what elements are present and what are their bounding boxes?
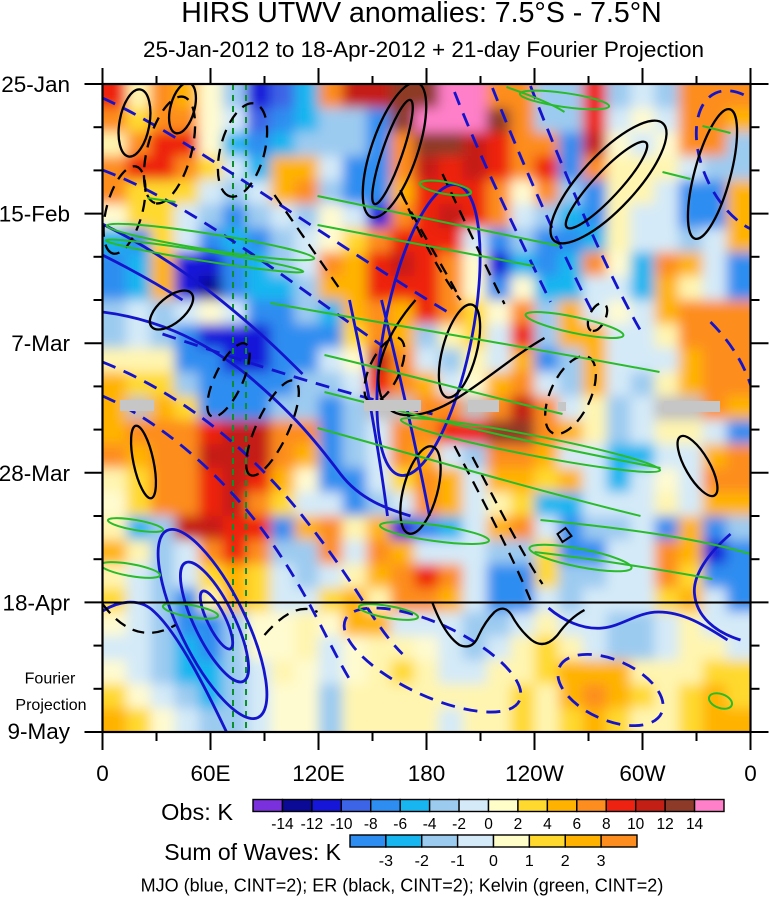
- svg-text:28-Mar: 28-Mar: [0, 461, 70, 486]
- svg-text:120E: 120E: [292, 761, 345, 786]
- svg-text:Projection: Projection: [15, 697, 86, 714]
- svg-text:2: 2: [561, 853, 570, 870]
- svg-text:0: 0: [96, 761, 109, 786]
- svg-text:-8: -8: [364, 816, 378, 833]
- svg-text:-2: -2: [415, 853, 429, 870]
- svg-text:-12: -12: [301, 816, 323, 833]
- svg-text:60W: 60W: [619, 761, 666, 786]
- svg-text:9-May: 9-May: [7, 719, 70, 744]
- svg-text:Obs: K: Obs: K: [161, 799, 233, 825]
- svg-text:180: 180: [408, 761, 446, 786]
- svg-text:25-Jan-2012 to 18-Apr-2012 + 2: 25-Jan-2012 to 18-Apr-2012 + 21-day Four…: [143, 37, 704, 62]
- svg-text:HIRS UTWV anomalies: 7.5°S - 7: HIRS UTWV anomalies: 7.5°S - 7.5°N: [181, 0, 662, 29]
- svg-text:-6: -6: [393, 816, 407, 833]
- svg-text:6: 6: [573, 816, 582, 833]
- svg-text:Sum of Waves: K: Sum of Waves: K: [164, 839, 341, 865]
- svg-text:Fourier: Fourier: [25, 671, 76, 688]
- svg-text:18-Apr: 18-Apr: [2, 590, 70, 615]
- svg-text:12: 12: [657, 816, 674, 833]
- svg-text:-14: -14: [271, 816, 294, 833]
- svg-text:0: 0: [484, 816, 493, 833]
- svg-text:-1: -1: [451, 853, 465, 870]
- svg-text:7-Mar: 7-Mar: [11, 331, 70, 356]
- svg-text:-4: -4: [423, 816, 437, 833]
- svg-text:1: 1: [525, 853, 534, 870]
- svg-text:0: 0: [744, 761, 757, 786]
- svg-text:MJO (blue, CINT=2); ER (black,: MJO (blue, CINT=2); ER (black, CINT=2); …: [141, 876, 664, 896]
- svg-text:8: 8: [602, 816, 611, 833]
- svg-text:14: 14: [686, 816, 704, 833]
- svg-text:15-Feb: 15-Feb: [0, 202, 70, 227]
- svg-text:120W: 120W: [505, 761, 565, 786]
- svg-text:10: 10: [627, 816, 645, 833]
- svg-text:-10: -10: [330, 816, 353, 833]
- svg-text:0: 0: [489, 853, 498, 870]
- svg-text:4: 4: [543, 816, 552, 833]
- svg-text:-3: -3: [379, 853, 393, 870]
- svg-text:2: 2: [514, 816, 523, 833]
- svg-text:3: 3: [597, 853, 606, 870]
- svg-text:-2: -2: [452, 816, 466, 833]
- svg-text:60E: 60E: [190, 761, 230, 786]
- svg-text:25-Jan: 25-Jan: [1, 72, 70, 97]
